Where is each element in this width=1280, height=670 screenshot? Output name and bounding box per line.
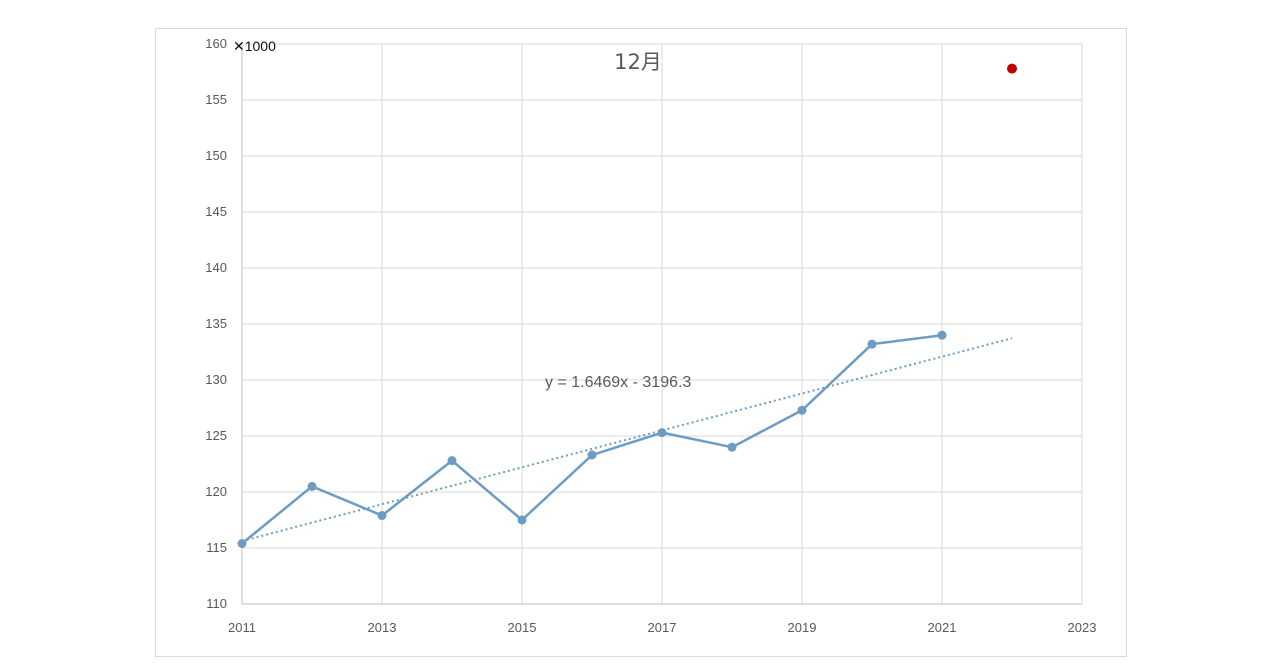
data-point xyxy=(657,428,667,438)
y-tick-label: 125 xyxy=(205,428,227,443)
x-tick-label: 2019 xyxy=(788,620,817,635)
y-tick-label: 110 xyxy=(206,596,227,611)
data-point xyxy=(937,330,947,340)
y-tick-label: 115 xyxy=(206,540,227,555)
y-tick-label: 130 xyxy=(205,372,227,387)
y-tick-label: 150 xyxy=(205,148,227,163)
data-point xyxy=(447,456,457,466)
chart-title: 12月 xyxy=(614,50,662,74)
gridlines xyxy=(241,43,1083,605)
x-tick-label: 2015 xyxy=(508,620,537,635)
data-point xyxy=(377,511,387,521)
data-point xyxy=(237,539,247,549)
y-axis-multiplier: ✕1000 xyxy=(233,38,276,54)
data-point xyxy=(867,339,877,349)
y-tick-label: 160 xyxy=(205,36,227,51)
series-line xyxy=(241,333,943,545)
trendline xyxy=(241,337,1013,543)
data-point xyxy=(587,450,597,460)
x-tick-label: 2011 xyxy=(228,620,256,635)
y-tick-label: 155 xyxy=(205,92,227,107)
trendline-line xyxy=(241,337,1013,543)
trendline-equation: y = 1.6469x - 3196.3 xyxy=(545,374,691,391)
data-point xyxy=(727,442,737,452)
axes: 110 115 120 125 130 135 140 145 150 155 160 2011 201… xyxy=(205,36,1096,635)
data-point xyxy=(307,481,317,491)
y-tick-label: 120 xyxy=(205,484,227,499)
x-tick-label: 2017 xyxy=(648,620,677,635)
data-point xyxy=(797,405,807,415)
y-tick-label: 145 xyxy=(205,204,227,219)
y-tick-label: 140 xyxy=(205,260,227,275)
x-tick-label: 2023 xyxy=(1068,620,1097,635)
chart-area xyxy=(155,28,1127,657)
y-tick-label: 135 xyxy=(205,316,227,331)
data-series xyxy=(237,63,1017,549)
x-tick-label: 2021 xyxy=(928,620,957,635)
data-point xyxy=(517,515,527,525)
highlight-point xyxy=(1007,63,1017,74)
chart-labels: 12月 ✕1000 y = 1.6469x - 3196.3 xyxy=(233,38,691,391)
x-tick-label: 2013 xyxy=(368,620,397,635)
